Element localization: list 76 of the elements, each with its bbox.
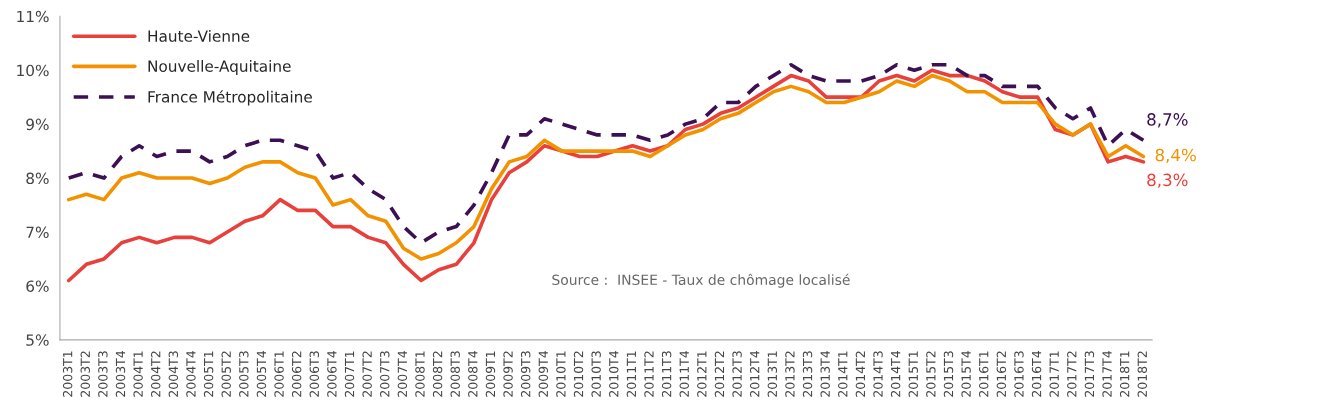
x-tick-label: 2009T3 bbox=[520, 351, 531, 397]
data-label: 8,7% bbox=[1147, 113, 1188, 128]
x-tick-label: 2013T3 bbox=[802, 351, 813, 397]
x-tick-label: 2005T2 bbox=[221, 351, 231, 397]
legend-label: Haute-Vienne bbox=[148, 30, 250, 42]
x-tick-label: 2011T4 bbox=[679, 350, 689, 397]
x-tick-label: 2013T2 bbox=[785, 351, 795, 397]
x-tick-label: 2009T1 bbox=[485, 351, 496, 397]
y-tick-label: 10% bbox=[17, 64, 49, 77]
x-tick-label: 2014T3 bbox=[873, 351, 883, 397]
x-tick-label: 2006T1 bbox=[274, 351, 284, 397]
x-tick-label: 2005T1 bbox=[203, 351, 214, 397]
y-tick-label: 7% bbox=[26, 226, 49, 239]
x-tick-label: 2007T1 bbox=[344, 351, 355, 397]
x-tick-label: 2016T1 bbox=[978, 351, 989, 397]
x-tick-label: 2005T4 bbox=[256, 350, 267, 397]
x-tick-label: 2018T2 bbox=[1137, 351, 1147, 397]
x-tick-label: 2010T1 bbox=[556, 351, 566, 397]
x-tick-label: 2007T2 bbox=[362, 351, 372, 397]
x-tick-label: 2008T4 bbox=[468, 350, 478, 397]
x-tick-label: 2017T3 bbox=[1084, 351, 1095, 397]
x-tick-label: 2008T1 bbox=[415, 351, 425, 397]
x-tick-label: 2013T4 bbox=[820, 350, 830, 397]
y-tick-label: 9% bbox=[26, 118, 49, 131]
x-tick-label: 2011T1 bbox=[626, 351, 637, 397]
x-tick-label: 2010T2 bbox=[573, 351, 584, 397]
legend-label: Nouvelle-Aquitaine bbox=[148, 60, 291, 75]
x-tick-label: 2003T3 bbox=[98, 351, 108, 397]
x-tick-label: 2007T4 bbox=[397, 350, 408, 397]
x-tick-label: 2013T1 bbox=[767, 351, 778, 397]
x-tick-label: 2015T1 bbox=[908, 351, 918, 397]
x-tick-label: 2006T2 bbox=[291, 351, 302, 397]
x-tick-label: 2014T1 bbox=[838, 351, 848, 397]
x-tick-label: 2008T3 bbox=[450, 351, 460, 397]
x-tick-label: 2003T1 bbox=[62, 351, 73, 397]
x-tick-label: 2010T3 bbox=[591, 351, 601, 397]
x-tick-label: 2003T2 bbox=[80, 351, 90, 397]
x-tick-label: 2012T1 bbox=[697, 351, 707, 397]
y-tick-label: 6% bbox=[26, 280, 49, 292]
x-tick-label: 2006T3 bbox=[309, 351, 320, 397]
x-tick-label: 2016T3 bbox=[1014, 351, 1024, 397]
x-tick-label: 2017T1 bbox=[1049, 351, 1059, 397]
x-tick-label: 2016T2 bbox=[996, 351, 1007, 397]
x-tick-label: 2014T2 bbox=[855, 351, 866, 397]
x-tick-label: 2015T2 bbox=[926, 351, 936, 397]
legend-label: France Métropolitaine bbox=[148, 90, 312, 106]
x-tick-label: 2004T4 bbox=[186, 350, 196, 397]
x-tick-label: 2004T2 bbox=[151, 351, 161, 397]
y-tick-label: 5% bbox=[26, 334, 49, 346]
x-tick-label: 2004T3 bbox=[168, 351, 179, 397]
x-tick-label: 2014T4 bbox=[890, 350, 901, 397]
x-tick-label: 2012T3 bbox=[732, 351, 742, 397]
y-tick-label: 8% bbox=[26, 172, 49, 185]
x-tick-label: 2012T4 bbox=[749, 350, 760, 397]
annotation: Source : INSEE - Taux de chômage localisé bbox=[552, 273, 850, 288]
x-tick-label: 2009T4 bbox=[538, 350, 549, 397]
data-label: 8,3% bbox=[1147, 173, 1188, 188]
x-tick-label: 2011T2 bbox=[644, 351, 654, 397]
x-tick-label: 2011T3 bbox=[661, 351, 672, 397]
x-tick-label: 2018T1 bbox=[1119, 351, 1130, 397]
x-tick-label: 2015T4 bbox=[961, 350, 971, 397]
x-tick-label: 2016T4 bbox=[1031, 350, 1042, 397]
x-tick-label: 2012T2 bbox=[714, 351, 725, 397]
x-tick-label: 2004T1 bbox=[133, 351, 143, 397]
x-tick-label: 2005T3 bbox=[239, 351, 249, 397]
x-tick-label: 2017T4 bbox=[1102, 350, 1112, 397]
data-label: 8,4% bbox=[1155, 148, 1196, 164]
x-tick-label: 2008T2 bbox=[432, 351, 443, 397]
x-tick-label: 2009T2 bbox=[503, 351, 513, 397]
x-tick-label: 2006T4 bbox=[327, 350, 337, 397]
x-tick-label: 2017T2 bbox=[1067, 351, 1077, 397]
x-tick-label: 2007T3 bbox=[380, 351, 390, 397]
x-tick-label: 2015T3 bbox=[943, 351, 954, 397]
x-tick-label: 2003T4 bbox=[115, 350, 126, 397]
x-tick-label: 2010T4 bbox=[609, 350, 619, 397]
y-tick-label: 11% bbox=[17, 10, 49, 23]
